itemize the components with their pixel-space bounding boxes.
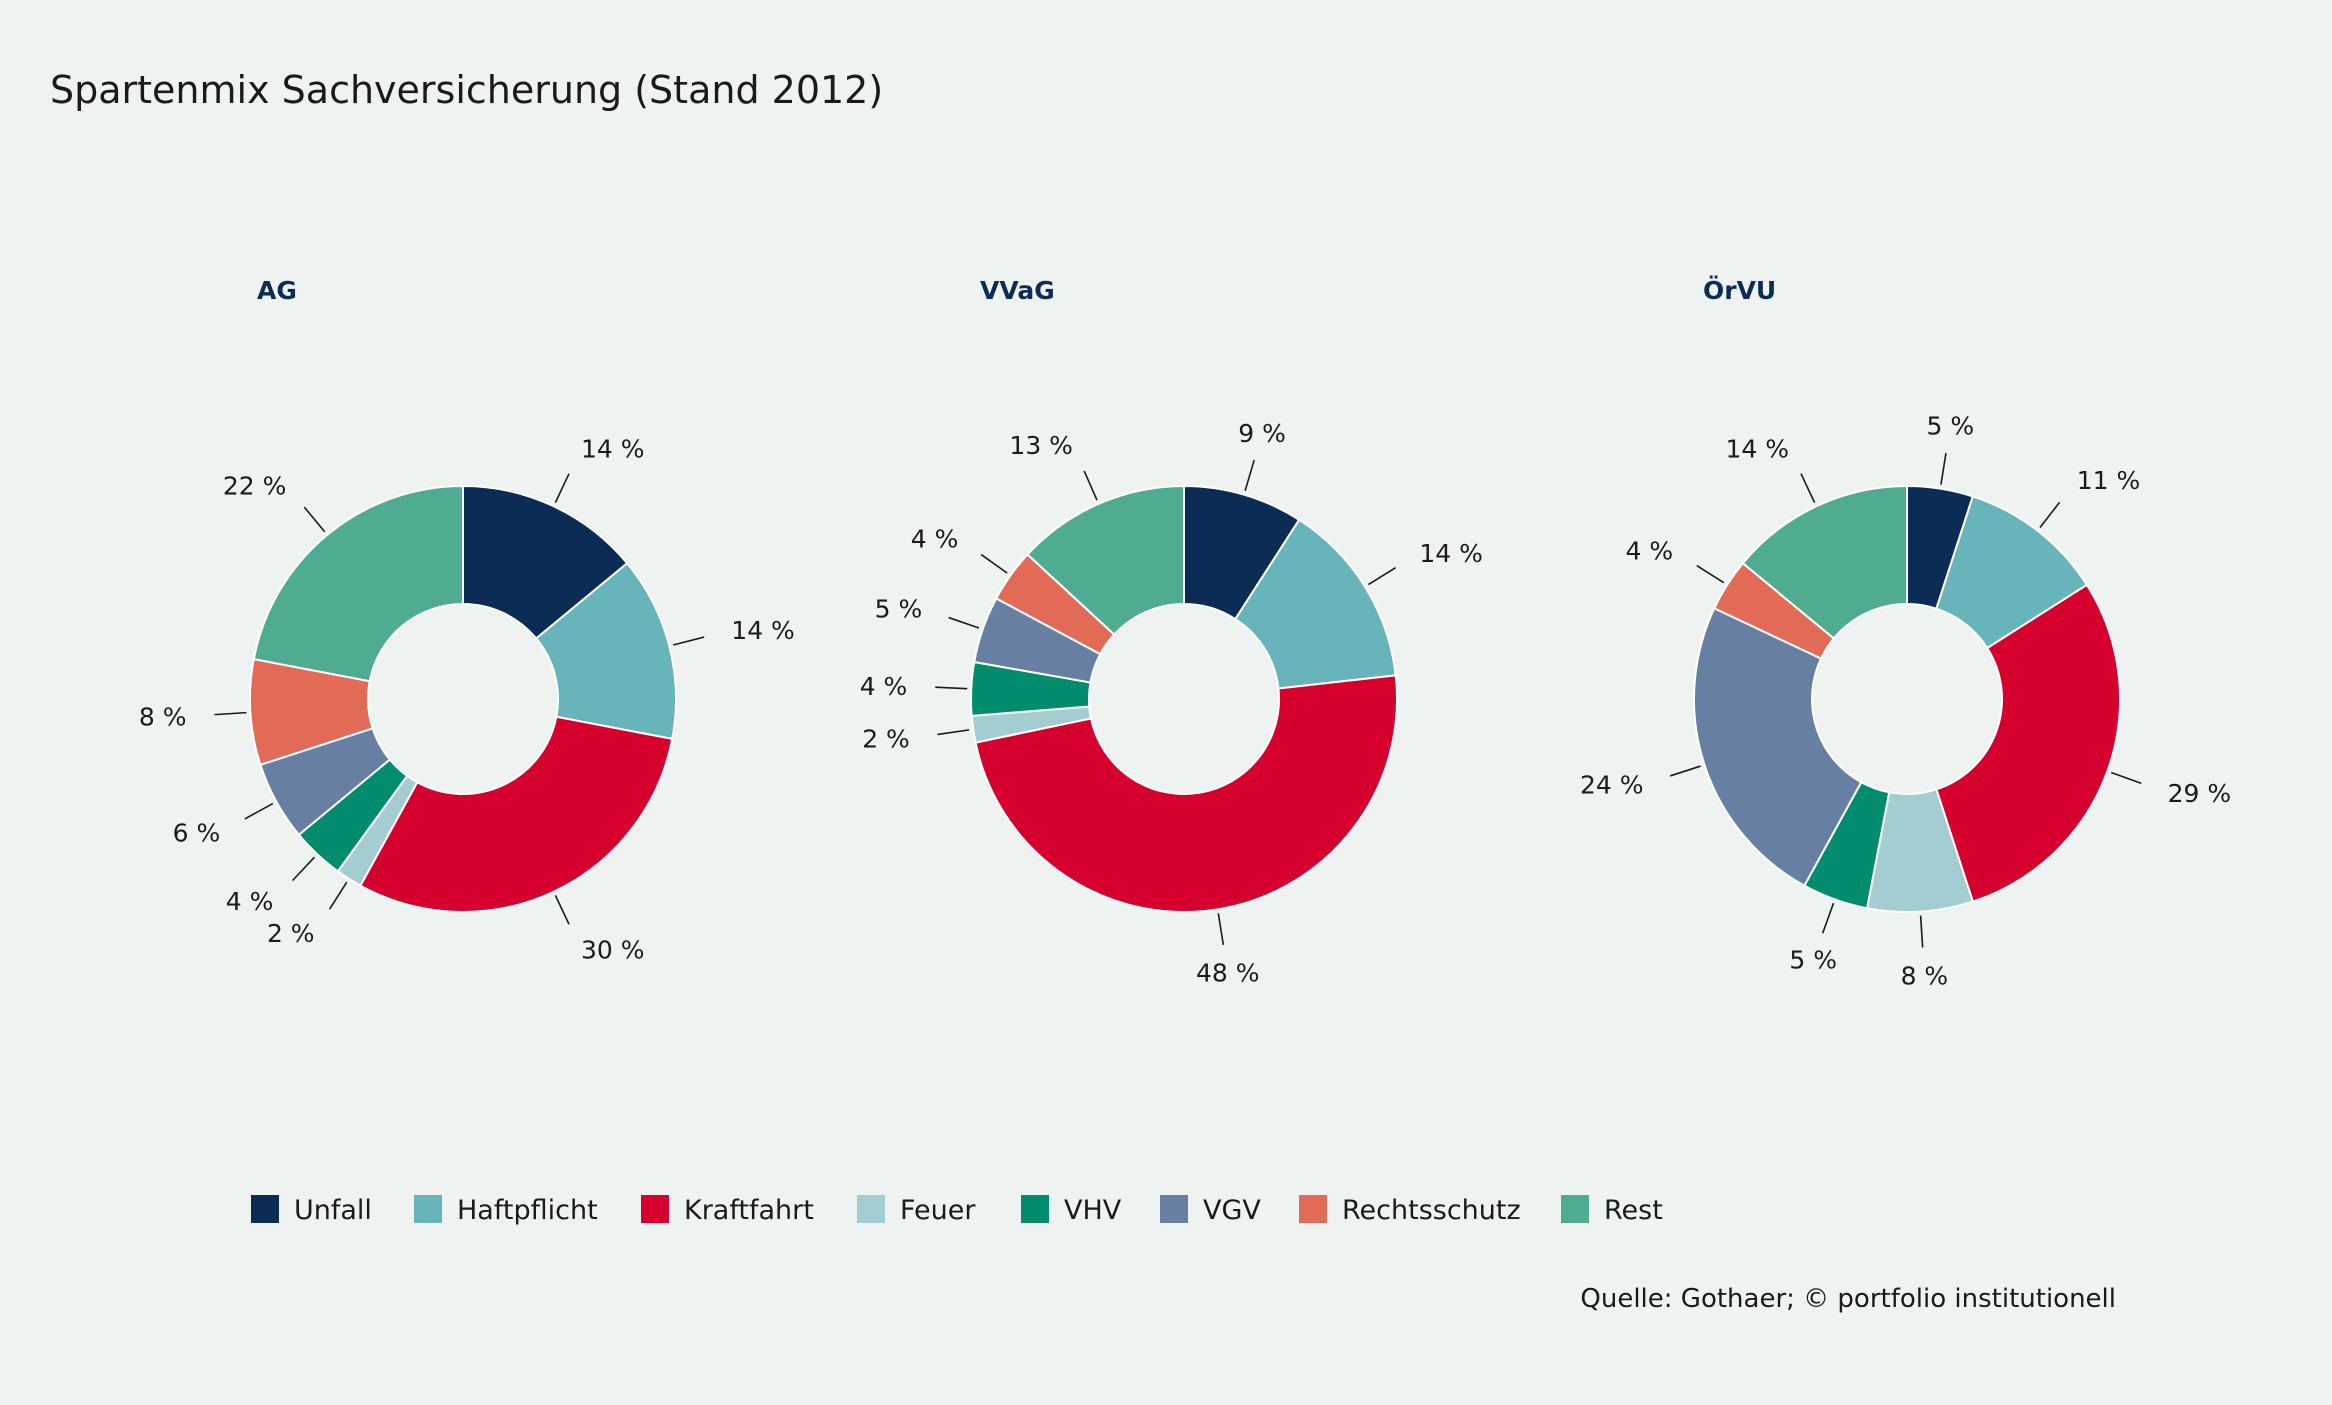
slice-vvag-kraftfahrt — [974, 674, 1399, 914]
legend-swatch-vgv — [1160, 1195, 1188, 1223]
slice-orvu-rest — [1741, 484, 1908, 640]
value-label-vvag-vhv: 4 % — [860, 672, 908, 701]
legend-label-rest: Rest — [1604, 1195, 1663, 1226]
leader-line-vvag-feuer — [937, 729, 970, 736]
leader-line-ag-kraftfahrt — [554, 895, 570, 925]
value-label-vvag-unfall: 9 % — [1238, 419, 1286, 448]
value-label-ag-rest: 22 % — [223, 472, 287, 501]
donut-chart-orvu: ÖrVU 5 % 11 % 29 % 8 % 5 % 24 % 4 % 14 % — [1580, 275, 2231, 990]
leader-line-ag-vgv — [244, 802, 274, 820]
slice-ag-rest — [252, 484, 464, 683]
leader-line-orvu-vhv — [1821, 902, 1835, 934]
donut-slices-orvu — [1693, 484, 2121, 913]
leader-line-orvu-vgv — [1669, 765, 1701, 777]
slice-ag-unfall — [462, 484, 629, 640]
donut-labels-vvag: 9 % 14 % 48 % 2 % 4 % 5 % 4 % 13 % — [860, 419, 1483, 987]
leader-line-vvag-vhv — [935, 686, 968, 690]
slice-ag-kraftfahrt — [359, 715, 674, 913]
legend-label-feuer: Feuer — [900, 1195, 976, 1226]
legend-swatch-rest — [1561, 1195, 1589, 1223]
legend-swatch-rechtsschutz — [1299, 1195, 1327, 1223]
slice-orvu-kraftfahrt — [1935, 583, 2121, 903]
value-label-ag-vgv: 6 % — [173, 818, 221, 847]
chart-title: Spartenmix Sachversicherung (Stand 2012) — [50, 68, 883, 112]
legend-label-rechtsschutz: Rechtsschutz — [1342, 1195, 1521, 1226]
value-label-ag-feuer: 2 % — [267, 919, 315, 948]
leader-line-orvu-unfall — [1940, 452, 1947, 485]
leader-line-ag-haftpflicht — [672, 636, 705, 646]
donut-labels-orvu: 5 % 11 % 29 % 8 % 5 % 24 % 4 % 14 % — [1580, 411, 2231, 990]
legend-label-vgv: VGV — [1203, 1195, 1261, 1226]
legend-swatch-feuer — [857, 1195, 885, 1223]
donut-chart-vvag: VVaG 9 % 14 % 48 % 2 % 4 % 5 % 4 % 13 % — [860, 276, 1483, 988]
donut-title-vvag: VVaG — [980, 276, 1055, 305]
leader-line-vvag-rest — [1083, 470, 1098, 501]
value-label-orvu-rechtsschutz: 4 % — [1626, 537, 1674, 566]
value-label-vvag-kraftfahrt: 48 % — [1196, 959, 1260, 988]
value-label-vvag-rechtsschutz: 4 % — [911, 524, 959, 553]
donut-title-orvu: ÖrVU — [1703, 275, 1776, 305]
leader-line-ag-rest — [303, 506, 326, 533]
value-label-orvu-feuer: 8 % — [1901, 961, 1949, 990]
legend-label-kraftfahrt: Kraftfahrt — [684, 1195, 814, 1226]
leader-line-orvu-kraftfahrt — [2110, 771, 2142, 785]
value-label-ag-haftpflicht: 14 % — [731, 616, 795, 645]
legend-swatch-vhv — [1021, 1195, 1049, 1223]
legend-swatch-unfall — [251, 1195, 279, 1223]
value-label-ag-rechtsschutz: 8 % — [139, 702, 187, 731]
value-label-orvu-rest: 14 % — [1726, 434, 1790, 463]
legend-label-unfall: Unfall — [294, 1195, 372, 1226]
leader-line-orvu-haftpflicht — [2039, 501, 2061, 529]
value-label-vvag-haftpflicht: 14 % — [1419, 539, 1483, 568]
donut-labels-ag: 14 % 14 % 30 % 2 % 4 % 6 % 8 % 22 % — [139, 434, 795, 964]
value-label-ag-kraftfahrt: 30 % — [581, 936, 645, 965]
value-label-orvu-haftpflicht: 11 % — [2077, 466, 2141, 495]
leader-line-vvag-vgv — [948, 616, 980, 629]
leader-line-vvag-kraftfahrt — [1217, 913, 1225, 945]
legend-swatch-kraftfahrt — [641, 1195, 669, 1223]
leader-line-vvag-rechtsschutz — [980, 553, 1008, 574]
legend: Unfall Haftpflicht Kraftfahrt Feuer VHV VGV Re… — [251, 1195, 1663, 1226]
leader-line-orvu-rest — [1800, 473, 1816, 503]
leader-line-ag-unfall — [554, 473, 570, 503]
value-label-ag-unfall: 14 % — [581, 434, 645, 463]
leader-line-vvag-haftpflicht — [1367, 567, 1397, 586]
value-label-orvu-kraftfahrt: 29 % — [2168, 779, 2232, 808]
donut-title-ag: AG — [257, 276, 297, 305]
leader-line-vvag-unfall — [1244, 459, 1255, 492]
donut-slices-vvag — [970, 484, 1399, 914]
slice-vvag-haftpflicht — [1233, 518, 1397, 690]
legend-label-haftpflicht: Haftpflicht — [457, 1195, 598, 1226]
legend-swatch-haftpflicht — [414, 1195, 442, 1223]
leader-line-ag-vhv — [291, 856, 316, 882]
legend-label-vhv: VHV — [1064, 1195, 1122, 1226]
value-label-vvag-vgv: 5 % — [875, 594, 923, 623]
donut-chart-ag: AG 14 % 14 % 30 % 2 % 4 % 6 % 8 % 22 % — [139, 276, 795, 965]
leader-line-orvu-feuer — [1919, 915, 1924, 948]
slice-orvu-vgv — [1693, 606, 1863, 888]
value-label-vvag-feuer: 2 % — [862, 724, 910, 753]
value-label-orvu-unfall: 5 % — [1927, 411, 1975, 440]
value-label-orvu-vhv: 5 % — [1789, 946, 1837, 975]
value-label-orvu-vgv: 24 % — [1580, 771, 1644, 800]
donut-slices-ag — [249, 484, 677, 913]
leader-line-ag-feuer — [328, 881, 348, 910]
source-note: Quelle: Gothaer; © portfolio institution… — [1580, 1284, 2116, 1314]
leader-line-ag-rechtsschutz — [214, 711, 247, 716]
slice-vvag-rest — [1026, 484, 1185, 636]
slice-ag-haftpflicht — [534, 561, 677, 741]
value-label-vvag-rest: 13 % — [1009, 431, 1073, 460]
value-label-ag-vhv: 4 % — [226, 887, 274, 916]
leader-line-orvu-rechtsschutz — [1696, 564, 1725, 584]
